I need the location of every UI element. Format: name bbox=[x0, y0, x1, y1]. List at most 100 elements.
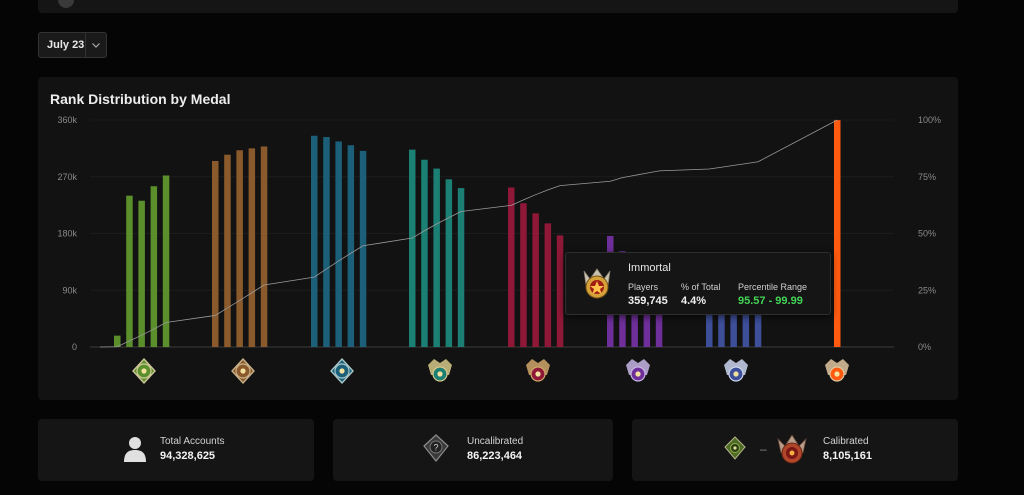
bar-guardian-3 bbox=[236, 150, 243, 347]
uncalibrated-value: 86,223,464 bbox=[467, 450, 523, 462]
uncalibrated-card: ? Uncalibrated 86,223,464 bbox=[333, 419, 613, 481]
tooltip-title: Immortal bbox=[628, 262, 671, 274]
tooltip-percent-value: 4.4% bbox=[681, 295, 707, 307]
calibrated-label: Calibrated bbox=[823, 436, 869, 447]
medal-star bbox=[240, 368, 246, 374]
immortal-medal-icon bbox=[825, 359, 849, 382]
y-tick-label-left: 270k bbox=[57, 172, 77, 182]
medal-axis-icons bbox=[132, 357, 849, 385]
bar-archon-4 bbox=[445, 179, 453, 347]
bar-ancient-5 bbox=[655, 287, 663, 347]
top-summary-bar bbox=[38, 0, 958, 13]
y-tick-label-left: 360k bbox=[57, 115, 77, 125]
tooltip-range-label: Percentile Range bbox=[738, 282, 808, 292]
gridlines bbox=[90, 119, 894, 348]
y-tick-label-right: 50% bbox=[918, 229, 936, 239]
bar-divine-3 bbox=[730, 297, 737, 347]
bar-legend-1 bbox=[508, 187, 515, 347]
bar-tooltip: Immortal Players 359,745 % of Total 4.4%… bbox=[565, 252, 831, 315]
bar-herald-2 bbox=[126, 195, 133, 347]
dropdown-divider bbox=[85, 32, 86, 58]
bar-archon-5 bbox=[457, 188, 465, 347]
bar-divine-5 bbox=[754, 297, 762, 347]
date-dropdown-label: July 23 bbox=[47, 39, 85, 51]
total-accounts-card: Total Accounts 94,328,625 bbox=[38, 419, 314, 481]
tooltip-players-value: 359,745 bbox=[628, 295, 668, 307]
crusader-medal-icon bbox=[330, 357, 354, 385]
cumulative-percentile-line bbox=[99, 119, 838, 348]
archon-medal-icon bbox=[428, 359, 452, 382]
bar-divine-1 bbox=[706, 297, 713, 347]
total-accounts-value: 94,328,625 bbox=[160, 450, 216, 462]
tooltip-range: Percentile Range 95.57 - 99.99 bbox=[738, 282, 807, 307]
date-dropdown[interactable]: July 23 bbox=[38, 32, 107, 58]
bar-herald-3 bbox=[138, 200, 145, 347]
bar-crusader-5 bbox=[359, 150, 367, 347]
divine-medal-icon bbox=[724, 359, 748, 382]
medal-star bbox=[535, 371, 541, 377]
guardian-medal-icon bbox=[231, 357, 255, 385]
herald-medal-icon bbox=[132, 357, 156, 385]
medal-star bbox=[733, 371, 739, 377]
tooltip-players-label: Players bbox=[628, 282, 659, 292]
tooltip-players: Players 359,745 bbox=[628, 282, 668, 307]
legend-medal-icon bbox=[526, 359, 550, 382]
bar-series bbox=[114, 120, 841, 347]
tooltip-range-value: 95.57 - 99.99 bbox=[738, 295, 803, 307]
y-tick-label-right: 100% bbox=[918, 115, 941, 125]
bar-legend-5 bbox=[556, 235, 564, 347]
bar-crusader-2 bbox=[323, 137, 330, 347]
bar-guardian-1 bbox=[212, 160, 219, 347]
y-tick-label-left: 0 bbox=[72, 342, 77, 352]
bar-divine-4 bbox=[742, 297, 750, 347]
top-avatar-icon bbox=[58, 0, 74, 8]
bar-crusader-3 bbox=[335, 141, 342, 347]
bar-ancient-4 bbox=[643, 287, 651, 347]
y-tick-label-right: 0% bbox=[918, 342, 931, 352]
medal-star bbox=[834, 371, 840, 377]
y-tick-label-left: 180k bbox=[57, 229, 77, 239]
immortal-medal-icon bbox=[578, 265, 616, 308]
calibrated-card: – Calibrated 8,105,161 bbox=[632, 419, 958, 481]
calibrated-value: 8,105,161 bbox=[823, 450, 872, 462]
medal-star bbox=[339, 368, 345, 374]
medal-star bbox=[635, 371, 641, 377]
y-tick-label-right: 25% bbox=[918, 285, 936, 295]
chart-title: Rank Distribution by Medal bbox=[50, 91, 231, 107]
bar-legend-2 bbox=[520, 203, 527, 347]
y-tick-label-right: 75% bbox=[918, 172, 936, 182]
bar-archon-3 bbox=[433, 168, 440, 347]
bar-divine-2 bbox=[718, 297, 725, 347]
svg-text:?: ? bbox=[433, 443, 438, 453]
chevron-down-icon[interactable] bbox=[86, 42, 106, 48]
tooltip-percent-label: % of Total bbox=[681, 282, 721, 292]
y-tick-label-left: 90k bbox=[62, 285, 77, 295]
medal-star bbox=[437, 371, 443, 377]
bar-guardian-5 bbox=[260, 146, 268, 347]
bar-guardian-2 bbox=[224, 154, 231, 347]
bar-herald-4 bbox=[150, 186, 158, 347]
herald-medal-icon bbox=[724, 436, 746, 465]
y-axis-left: 0 90k 180k 270k 360k bbox=[57, 115, 77, 352]
uncalibrated-label: Uncalibrated bbox=[467, 436, 524, 447]
bar-archon-1 bbox=[409, 149, 416, 347]
bar-herald-1 bbox=[114, 335, 121, 347]
bar-immortal bbox=[834, 120, 841, 347]
immortal-medal-icon bbox=[775, 431, 809, 472]
user-icon bbox=[124, 436, 146, 467]
bar-ancient-3 bbox=[631, 287, 638, 347]
bar-crusader-4 bbox=[347, 145, 355, 347]
rank-distribution-panel: Rank Distribution by Medal 0 90k 180k 270k 3… bbox=[38, 77, 958, 400]
uncalibrated-medal-icon: ? bbox=[423, 434, 449, 467]
medal-star bbox=[141, 368, 147, 374]
bar-archon-2 bbox=[421, 159, 428, 347]
bar-crusader-1 bbox=[311, 135, 318, 347]
bar-guardian-4 bbox=[248, 148, 256, 347]
bar-herald-5 bbox=[162, 175, 170, 347]
total-accounts-label: Total Accounts bbox=[160, 436, 225, 447]
rank-distribution-chart: 0 90k 180k 270k 360k 0% 25% 50% 75% 100% bbox=[57, 115, 941, 385]
ancient-medal-icon bbox=[626, 359, 650, 382]
tooltip-percent: % of Total 4.4% bbox=[681, 282, 720, 307]
calibrated-range-separator: – bbox=[760, 442, 767, 456]
bar-legend-3 bbox=[532, 213, 539, 347]
